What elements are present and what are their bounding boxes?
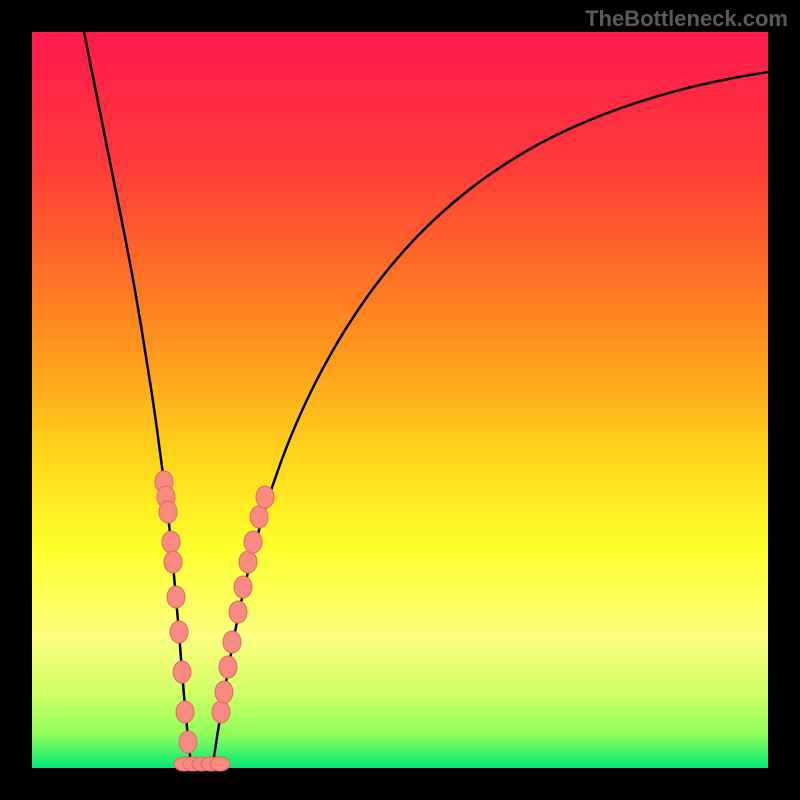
data-marker <box>223 631 241 653</box>
data-marker <box>170 621 188 643</box>
chart-plot-area <box>32 32 768 768</box>
data-marker <box>179 731 197 753</box>
data-marker <box>219 656 237 678</box>
data-marker <box>159 501 177 523</box>
data-marker <box>239 551 257 573</box>
chart-container: TheBottleneck.com <box>0 0 800 800</box>
data-marker <box>167 586 185 608</box>
data-marker <box>234 576 252 598</box>
data-marker <box>212 701 230 723</box>
data-marker <box>229 601 247 623</box>
data-marker <box>244 531 262 553</box>
watermark-label: TheBottleneck.com <box>585 6 788 32</box>
data-marker <box>176 701 194 723</box>
data-marker <box>215 681 233 703</box>
data-marker <box>162 531 180 553</box>
data-marker <box>173 661 191 683</box>
data-marker <box>256 486 274 508</box>
data-marker <box>250 506 268 528</box>
bottleneck-chart <box>0 0 800 800</box>
data-marker <box>164 551 182 573</box>
data-marker <box>210 757 230 771</box>
